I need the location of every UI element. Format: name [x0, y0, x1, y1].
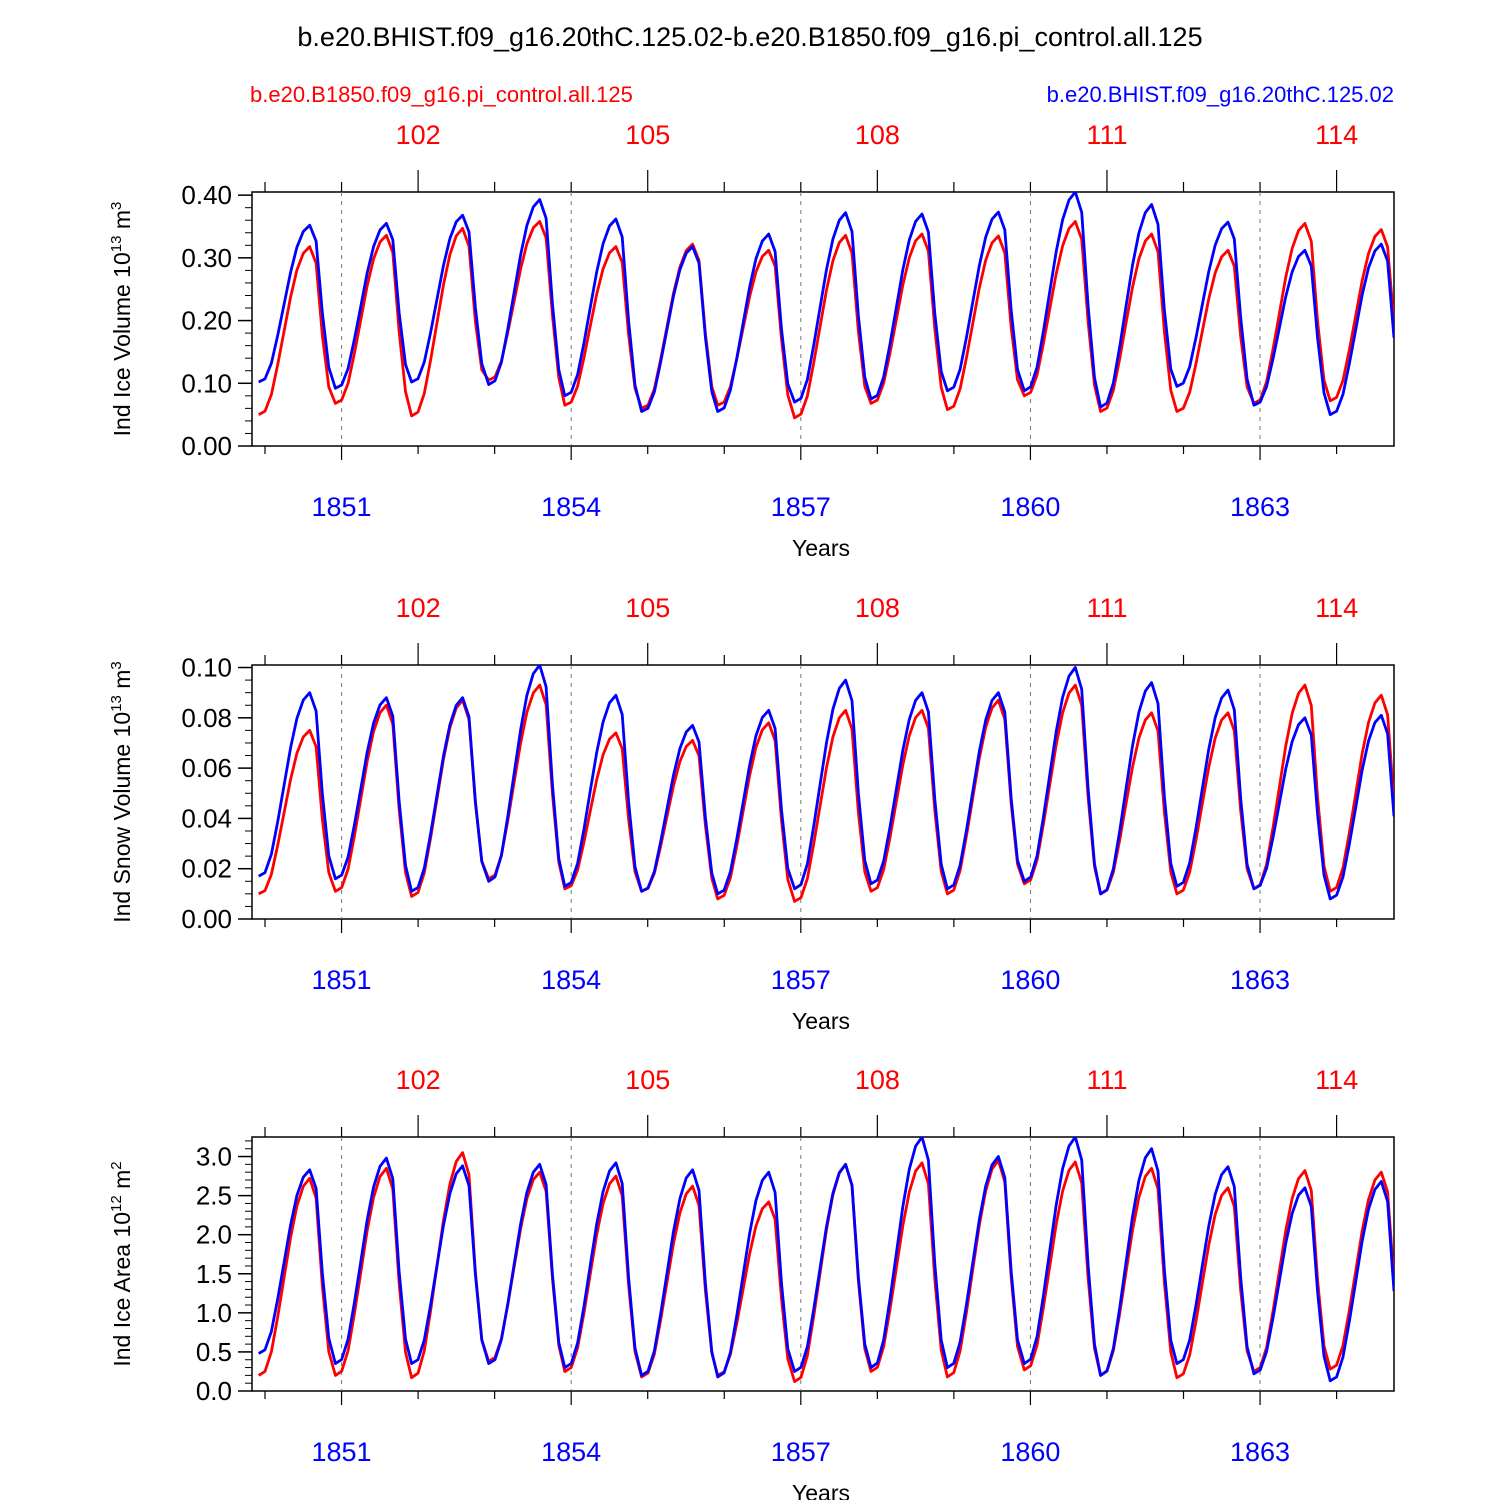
x-axis-label: Years — [792, 535, 850, 561]
top-tick-label: 105 — [625, 593, 670, 623]
x-tick-label: 1857 — [771, 965, 831, 995]
x-axis-label: Years — [792, 1480, 850, 1500]
x-tick-label: 1863 — [1230, 965, 1290, 995]
panel-2: 0.00 0.02 0.04 0.06 0.08 0.10 1851 1854 1857 1860… — [108, 593, 1395, 1034]
x-tick-label: 1863 — [1230, 1437, 1290, 1467]
x-tick-label: 1854 — [541, 492, 601, 522]
top-tick-label: 108 — [855, 1065, 900, 1095]
x-tick-label: 1860 — [1000, 1437, 1060, 1467]
panel-3: 0.0 0.5 1.0 1.5 2.0 2.5 3.0 1851 1854 1857 1860 186… — [108, 1065, 1395, 1505]
x-tick-label: 1860 — [1000, 965, 1060, 995]
x-tick-label: 1854 — [541, 965, 601, 995]
x-tick-label: 1851 — [312, 965, 372, 995]
series-line-hist — [258, 192, 1394, 416]
top-tick-label: 105 — [625, 1065, 670, 1095]
top-tick-label: 114 — [1315, 1065, 1358, 1095]
y-tick-label: 1.0 — [196, 1298, 232, 1328]
y-tick-label: 0.40 — [181, 180, 232, 210]
x-tick-label: 1863 — [1230, 492, 1290, 522]
y-axis-label: Ind Ice Area 1012 m2 — [108, 1161, 135, 1366]
x-tick-label: 1851 — [312, 1437, 372, 1467]
series-line-hist — [258, 665, 1394, 901]
x-tick-label: 1851 — [312, 492, 372, 522]
series-line-control — [257, 1151, 1394, 1383]
plot-frame — [251, 191, 1395, 447]
y-tick-label: 3.0 — [196, 1142, 232, 1172]
panel-1: 0.00 0.10 0.20 0.30 0.40 1851 1854 1857 1860 1863… — [108, 120, 1395, 561]
top-tick-label: 108 — [855, 120, 900, 150]
top-tick-label: 114 — [1315, 120, 1358, 150]
top-tick-label: 114 — [1315, 593, 1358, 623]
x-axis-label: Years — [792, 1008, 850, 1034]
x-tick-label: 1854 — [541, 1437, 601, 1467]
top-tick-label: 111 — [1086, 593, 1127, 623]
top-tick-label: 105 — [625, 120, 670, 150]
series-line-control — [258, 220, 1394, 420]
y-tick-label: 0.10 — [181, 653, 232, 683]
y-tick-label: 0.10 — [181, 368, 232, 398]
y-tick-label: 0.00 — [181, 431, 232, 461]
control-case-label: b.e20.B1850.f09_g16.pi_control.all.125 — [250, 82, 633, 107]
y-axis-label: Ind Snow Volume 1013 m3 — [108, 661, 135, 923]
y-tick-label: 0.5 — [196, 1337, 232, 1367]
x-tick-label: 1857 — [771, 492, 831, 522]
y-tick-label: 0.02 — [181, 854, 232, 884]
panels: 0.00 0.10 0.20 0.30 0.40 1851 1854 1857 1860 1863… — [108, 120, 1395, 1505]
y-tick-label: 0.30 — [181, 243, 232, 273]
top-tick-label: 102 — [396, 120, 441, 150]
series-line-hist — [257, 1137, 1394, 1383]
top-tick-label: 102 — [396, 1065, 441, 1095]
y-tick-label: 0.06 — [181, 753, 232, 783]
y-tick-label: 0.08 — [181, 703, 232, 733]
y-tick-label: 0.0 — [196, 1376, 232, 1406]
top-tick-label: 111 — [1086, 120, 1127, 150]
top-tick-label: 108 — [855, 593, 900, 623]
top-tick-label: 102 — [396, 593, 441, 623]
top-tick-label: 111 — [1086, 1065, 1127, 1095]
series-line-control — [258, 683, 1394, 903]
y-tick-label: 0.20 — [181, 306, 232, 336]
hist-case-label: b.e20.BHIST.f09_g16.20thC.125.02 — [1047, 82, 1394, 107]
chart-title: b.e20.BHIST.f09_g16.20thC.125.02-b.e20.B… — [297, 22, 1202, 52]
y-tick-label: 0.04 — [181, 803, 232, 833]
y-tick-label: 1.5 — [196, 1259, 232, 1289]
y-axis-label: Ind Ice Volume 1013 m3 — [108, 202, 135, 437]
x-tick-label: 1860 — [1000, 492, 1060, 522]
x-tick-label: 1857 — [771, 1437, 831, 1467]
y-tick-label: 2.5 — [196, 1181, 232, 1211]
y-tick-label: 0.00 — [181, 904, 232, 934]
y-tick-label: 2.0 — [196, 1220, 232, 1250]
